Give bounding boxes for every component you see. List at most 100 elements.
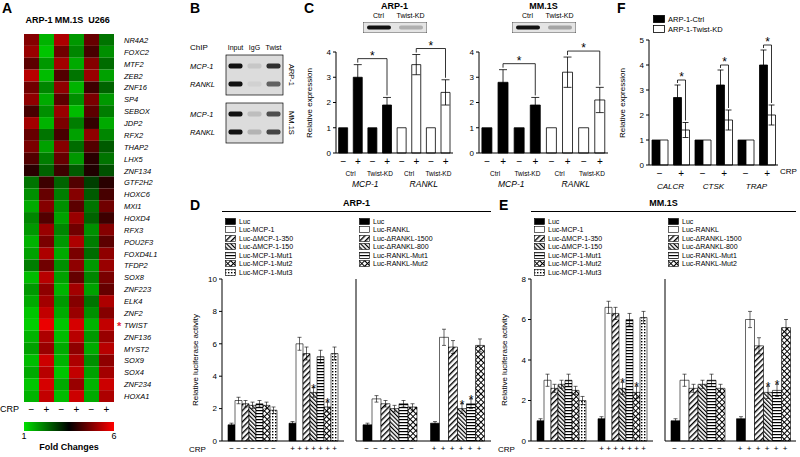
svg-text:RANKL: RANKL <box>562 179 591 189</box>
svg-text:−: − <box>250 444 255 453</box>
svg-text:CALCR: CALCR <box>657 182 684 191</box>
svg-text:HOXD4: HOXD4 <box>124 214 150 223</box>
svg-text:ELK4: ELK4 <box>124 297 142 306</box>
svg-text:−: − <box>89 404 95 415</box>
svg-text:+: + <box>104 404 110 415</box>
svg-text:JDP2: JDP2 <box>123 119 143 128</box>
svg-text:0: 0 <box>470 149 475 158</box>
svg-text:*: * <box>722 55 727 69</box>
svg-text:LHX5: LHX5 <box>124 155 144 164</box>
svg-text:ZNF134: ZNF134 <box>123 167 151 176</box>
svg-text:2: 2 <box>327 98 332 107</box>
svg-text:SOX8: SOX8 <box>124 273 145 282</box>
svg-text:−: − <box>580 444 585 453</box>
svg-text:Twist-KD: Twist-KD <box>514 170 540 177</box>
svg-text:−: − <box>400 444 405 453</box>
svg-text:FOXD4L1: FOXD4L1 <box>124 250 157 259</box>
svg-text:−: − <box>373 444 378 453</box>
svg-text:TFDP2: TFDP2 <box>124 261 149 270</box>
svg-text:+: + <box>613 444 618 453</box>
svg-text:0: 0 <box>213 437 218 446</box>
svg-text:+: + <box>290 444 295 453</box>
svg-text:1: 1 <box>640 136 645 145</box>
svg-text:SOX9: SOX9 <box>124 356 145 365</box>
svg-text:3: 3 <box>470 73 475 82</box>
svg-text:MCP-1: MCP-1 <box>190 110 213 119</box>
svg-text:+: + <box>477 444 482 453</box>
svg-text:4: 4 <box>522 356 527 365</box>
svg-text:+: + <box>606 444 611 453</box>
svg-text:1: 1 <box>470 124 475 133</box>
svg-text:CTSK: CTSK <box>703 182 725 191</box>
svg-text:−: − <box>552 444 557 453</box>
svg-text:0: 0 <box>640 161 645 170</box>
svg-text:2: 2 <box>213 404 218 413</box>
svg-text:−: − <box>257 444 262 453</box>
svg-text:SOX4: SOX4 <box>124 368 144 377</box>
svg-text:SP4: SP4 <box>124 95 138 104</box>
svg-text:IgG: IgG <box>249 44 260 52</box>
svg-text:Ctrl: Ctrl <box>490 170 501 177</box>
svg-text:+: + <box>443 156 449 167</box>
svg-text:+: + <box>44 404 50 415</box>
svg-text:−: − <box>690 444 695 453</box>
svg-text:+: + <box>678 168 684 179</box>
svg-text:Ctrl: Ctrl <box>555 170 566 177</box>
svg-text:−: − <box>708 444 713 453</box>
svg-text:8: 8 <box>213 307 218 316</box>
svg-text:GTF2H2: GTF2H2 <box>124 178 154 187</box>
svg-text:−: − <box>391 444 396 453</box>
svg-text:THAP2: THAP2 <box>124 143 149 152</box>
svg-text:−: − <box>243 444 248 453</box>
svg-text:−: − <box>236 444 241 453</box>
svg-text:RFX2: RFX2 <box>124 131 144 140</box>
svg-text:−: − <box>573 444 578 453</box>
svg-text:−: − <box>340 156 346 167</box>
svg-text:−: − <box>409 444 414 453</box>
svg-text:+: + <box>384 156 390 167</box>
svg-text:*: * <box>469 393 474 407</box>
svg-text:+: + <box>450 444 455 453</box>
svg-text:+: + <box>304 444 309 453</box>
svg-text:−: − <box>657 168 663 179</box>
svg-text:+: + <box>332 444 337 453</box>
svg-text:*: * <box>634 380 639 394</box>
svg-text:HOXC6: HOXC6 <box>124 190 151 199</box>
svg-text:+: + <box>355 156 361 167</box>
svg-text:*: * <box>775 378 780 392</box>
svg-text:+: + <box>441 444 446 453</box>
svg-text:10: 10 <box>208 275 217 284</box>
svg-text:*: * <box>311 382 316 396</box>
svg-text:*: * <box>765 35 770 49</box>
svg-text:ZNF16: ZNF16 <box>123 83 148 92</box>
svg-text:+: + <box>459 444 464 453</box>
svg-text:4: 4 <box>213 372 218 381</box>
svg-text:MCP-1: MCP-1 <box>352 179 379 189</box>
svg-text:RANKL: RANKL <box>190 80 215 89</box>
svg-text:*: * <box>581 41 586 55</box>
svg-text:−: − <box>399 156 405 167</box>
svg-text:+: + <box>620 444 625 453</box>
svg-text:Twist-KD: Twist-KD <box>425 170 451 177</box>
svg-text:−: − <box>364 444 369 453</box>
svg-text:8: 8 <box>522 275 527 284</box>
svg-text:MCP-1: MCP-1 <box>190 62 213 71</box>
svg-text:+: + <box>627 444 632 453</box>
svg-text:+: + <box>533 156 539 167</box>
svg-text:ZNF136: ZNF136 <box>123 333 152 342</box>
svg-text:−: − <box>581 156 587 167</box>
svg-text:−: − <box>681 444 686 453</box>
svg-text:−: − <box>549 156 555 167</box>
svg-text:−: − <box>428 156 434 167</box>
svg-text:−: − <box>717 444 722 453</box>
svg-text:+: + <box>468 444 473 453</box>
svg-text:+: + <box>565 156 571 167</box>
svg-text:4: 4 <box>640 61 645 70</box>
svg-text:ZEB2: ZEB2 <box>123 72 144 81</box>
svg-text:*: * <box>429 39 434 53</box>
svg-text:−: − <box>545 444 550 453</box>
svg-text:−: − <box>382 444 387 453</box>
svg-text:+: + <box>738 444 743 453</box>
svg-text:FOXC2: FOXC2 <box>124 48 150 57</box>
svg-text:ARP-1: ARP-1 <box>287 64 296 86</box>
